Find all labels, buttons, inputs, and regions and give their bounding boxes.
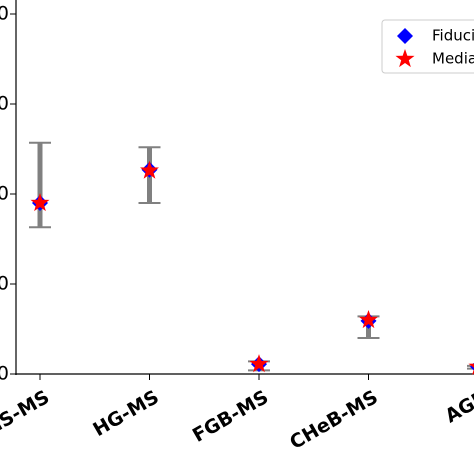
y-tick-label: 0: [0, 93, 9, 115]
point: [358, 310, 379, 329]
x-tick-label: MS-MS: [0, 386, 53, 442]
y-tick-label: 0: [0, 363, 9, 385]
legend-marker: [395, 49, 415, 68]
point: [249, 354, 269, 373]
point: [30, 193, 50, 212]
y-tick-label: 0: [0, 273, 9, 295]
x-tick-label: FGB-MS: [189, 386, 272, 447]
legend: Fiduci Media: [381, 19, 474, 74]
y-tick-label: 0: [0, 183, 9, 205]
y-tick-label: 0: [0, 3, 9, 25]
legend-marker: [397, 28, 413, 44]
x-tick-label: CHeB-MS: [286, 386, 382, 454]
x-tick-label: AGB: [441, 386, 474, 427]
point: [139, 160, 160, 179]
x-tick-label: HG-MS: [89, 386, 162, 441]
legend-label: Fiduci: [432, 27, 474, 45]
legend-label: Media: [432, 50, 474, 68]
point: [468, 363, 474, 375]
